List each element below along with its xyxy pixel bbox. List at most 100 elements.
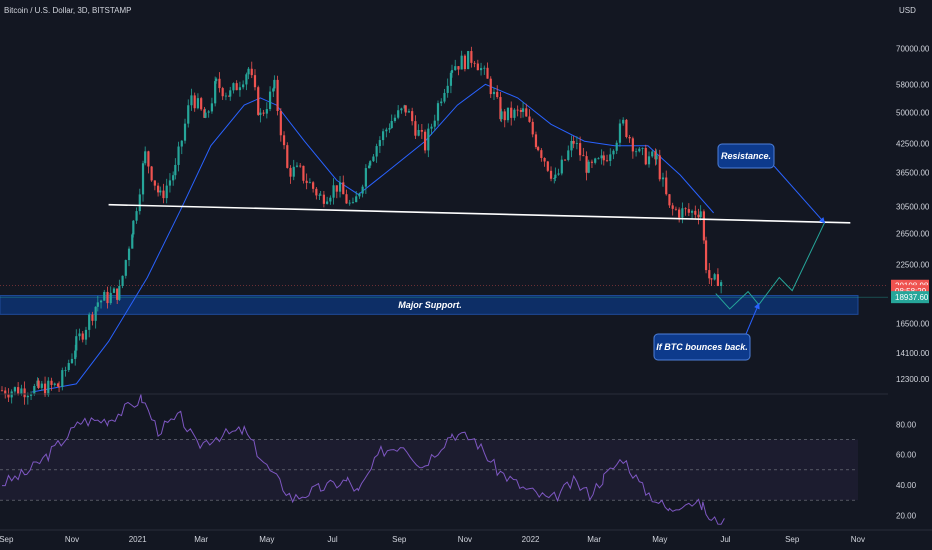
rsi-line xyxy=(1,394,725,525)
candle-body xyxy=(378,140,381,147)
time-tick-label: Sep xyxy=(0,535,14,544)
candle-body xyxy=(292,166,295,177)
candle-body xyxy=(138,194,141,212)
candle-body xyxy=(510,107,513,118)
price-tag-box xyxy=(891,291,929,304)
candle-body xyxy=(78,333,81,337)
price-tick-label: 50000.00 xyxy=(896,109,930,118)
candle-body xyxy=(332,185,335,198)
candle-body xyxy=(440,101,443,104)
candle-body xyxy=(180,140,183,147)
candle-body xyxy=(463,55,467,70)
candle-body xyxy=(674,208,678,210)
time-tick-label: Nov xyxy=(851,535,865,544)
time-tick-label: Nov xyxy=(65,535,79,544)
annotation-box xyxy=(653,333,751,361)
candle-body xyxy=(282,135,286,146)
candle-body xyxy=(678,209,681,218)
candle-body xyxy=(132,220,135,235)
candle-body xyxy=(200,98,203,110)
candle-body xyxy=(20,388,23,395)
candle-body xyxy=(605,160,609,162)
candle-body xyxy=(338,182,342,192)
candle-body xyxy=(183,123,187,141)
candle-body xyxy=(229,90,232,97)
candle-body xyxy=(570,140,573,151)
candle-body xyxy=(513,109,516,118)
price-tick-label: 70000.00 xyxy=(896,45,930,54)
candle-body xyxy=(436,103,440,121)
candle-body xyxy=(369,161,372,166)
candle-body xyxy=(521,108,525,112)
candle-body xyxy=(177,146,180,165)
candle-body xyxy=(579,143,582,156)
candle-body xyxy=(647,156,651,165)
candle-body xyxy=(537,147,540,151)
annotations-layer: Resistance. If BTC bounces back. xyxy=(653,143,826,361)
chart-title: Bitcoin / U.S. Dollar, 3D, BITSTAMP xyxy=(4,6,132,15)
annotation-label: If BTC bounces back. xyxy=(656,342,748,352)
candle-body xyxy=(342,182,345,195)
candle-body xyxy=(190,95,193,106)
candle-body xyxy=(127,248,131,261)
time-tick-label: May xyxy=(259,535,274,544)
candle-body xyxy=(289,167,292,177)
candle-body xyxy=(430,126,433,129)
candle-body xyxy=(375,146,378,157)
candle-body xyxy=(582,155,585,157)
candle-body xyxy=(407,111,411,113)
candle-body xyxy=(658,155,661,180)
candle-body xyxy=(302,165,305,181)
price-tick-label: 12300.00 xyxy=(896,375,930,384)
candle-body xyxy=(483,67,486,69)
candle-body xyxy=(460,55,463,70)
candle-body xyxy=(214,81,217,104)
candle-body xyxy=(500,111,503,120)
candle-body xyxy=(156,185,160,193)
candle-body xyxy=(358,193,361,197)
candle-body xyxy=(29,394,33,396)
candle-body xyxy=(628,137,631,139)
candle-body xyxy=(506,107,510,121)
candle-body xyxy=(116,288,119,300)
candle-body xyxy=(400,108,403,111)
candle-body xyxy=(427,128,430,151)
candle-body xyxy=(215,78,218,82)
candle-body xyxy=(335,185,338,192)
candle-body xyxy=(540,150,543,158)
candle-body xyxy=(364,168,367,187)
time-tick-label: Jul xyxy=(720,535,730,544)
candle-body xyxy=(351,202,355,203)
candle-body xyxy=(238,87,242,91)
candle-body xyxy=(74,350,77,359)
candle-body xyxy=(150,166,153,181)
candle-body xyxy=(597,158,600,160)
candle-body xyxy=(67,363,70,371)
candle-body xyxy=(385,129,388,132)
candle-body xyxy=(94,306,97,321)
candle-body xyxy=(232,83,235,91)
candle-body xyxy=(348,202,351,204)
candle-body xyxy=(322,194,325,204)
candle-body xyxy=(103,291,106,301)
candle-body xyxy=(531,121,534,135)
candle-body xyxy=(196,98,200,109)
candle-body xyxy=(720,282,723,286)
candle-body xyxy=(235,83,238,91)
candle-body xyxy=(575,143,578,144)
candle-body xyxy=(671,205,674,209)
time-tick-label: Jul xyxy=(327,535,337,544)
candle-body xyxy=(473,62,476,64)
candle-body xyxy=(618,123,622,143)
candle-body xyxy=(470,51,473,63)
candle-body xyxy=(319,194,322,196)
candle-body xyxy=(704,240,708,271)
candle-body xyxy=(96,302,99,307)
candle-body xyxy=(381,131,385,141)
candle-body xyxy=(204,112,207,118)
candle-body xyxy=(668,194,671,206)
candle-body xyxy=(272,88,275,92)
candle-body xyxy=(26,395,29,398)
candle-body xyxy=(141,163,145,195)
